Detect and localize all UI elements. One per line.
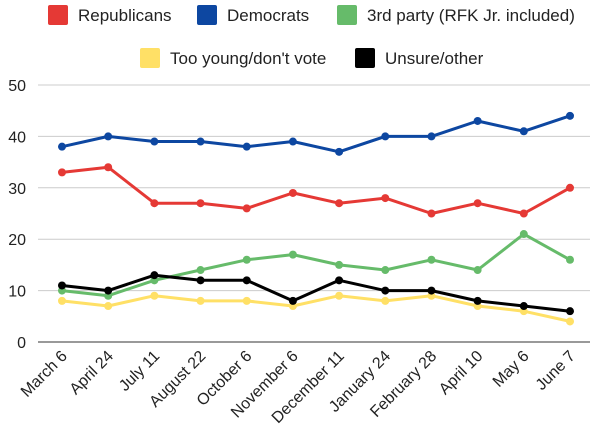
- data-point: [196, 296, 205, 305]
- legend-label: Unsure/other: [385, 49, 484, 68]
- data-point: [335, 260, 344, 269]
- data-point: [242, 276, 251, 285]
- data-point: [58, 142, 66, 151]
- data-point: [150, 199, 159, 208]
- gridlines: [38, 84, 590, 343]
- series-too-young-don-t-vote: [58, 291, 574, 326]
- x-tick-label: March 6: [18, 348, 71, 401]
- data-point: [519, 127, 528, 136]
- data-point: [104, 286, 113, 295]
- data-point: [242, 142, 251, 151]
- legend-item-unsure-other: Unsure/other: [355, 48, 484, 68]
- legend-item-3rd-party-rfk-jr-included: 3rd party (RFK Jr. included): [337, 5, 575, 25]
- data-point: [288, 296, 297, 305]
- legend-label: Republicans: [78, 6, 172, 25]
- x-tick-label: June 7: [533, 348, 579, 394]
- data-point: [104, 163, 113, 172]
- data-point: [566, 255, 574, 264]
- data-point: [288, 188, 297, 197]
- data-point: [427, 286, 436, 295]
- data-point: [150, 291, 159, 300]
- x-tick-label: April 10: [436, 348, 486, 398]
- data-point: [427, 132, 436, 141]
- x-tick-label: May 6: [490, 348, 533, 391]
- data-point: [58, 168, 66, 177]
- data-point: [288, 250, 297, 259]
- data-point: [104, 132, 113, 141]
- legend: Republicans Democrats 3rd party (RFK Jr. i…: [48, 5, 575, 68]
- data-point: [242, 204, 251, 213]
- y-tick-label: 20: [8, 232, 26, 249]
- y-tick-label: 40: [8, 129, 26, 146]
- data-point: [335, 276, 344, 285]
- data-point: [58, 281, 66, 290]
- legend-swatch: [140, 48, 160, 68]
- series-republicans: [58, 163, 574, 218]
- data-point: [288, 137, 297, 146]
- data-point: [566, 111, 574, 120]
- legend-swatch: [48, 5, 68, 25]
- data-point: [566, 307, 574, 316]
- data-point: [427, 255, 436, 264]
- series-line: [61, 165, 571, 215]
- data-point: [566, 183, 574, 192]
- legend-label: 3rd party (RFK Jr. included): [367, 6, 575, 25]
- x-tick-label: April 24: [67, 348, 117, 398]
- series-line: [61, 114, 571, 154]
- legend-swatch: [197, 5, 217, 25]
- series-democrats: [58, 111, 574, 156]
- legend-item-too-young-don-t-vote: Too young/don't vote: [140, 48, 326, 68]
- series-unsure-other: [58, 271, 574, 316]
- data-point: [335, 291, 344, 300]
- data-point: [519, 209, 528, 218]
- data-point: [473, 296, 482, 305]
- data-point: [381, 194, 390, 203]
- data-point: [473, 266, 482, 275]
- y-axis-tick-labels: 0 10 20 30 40 50: [8, 78, 26, 352]
- legend-item-republicans: Republicans: [48, 5, 172, 25]
- series-line: [61, 273, 571, 313]
- data-point: [58, 296, 66, 305]
- series-line: [61, 294, 571, 323]
- data-point: [242, 296, 251, 305]
- series-lines: [58, 111, 574, 326]
- data-point: [150, 137, 159, 146]
- y-tick-label: 50: [8, 78, 26, 95]
- data-point: [196, 266, 205, 275]
- series-line: [61, 232, 571, 298]
- data-point: [196, 199, 205, 208]
- data-point: [381, 266, 390, 275]
- legend-swatch: [337, 5, 357, 25]
- data-point: [335, 147, 344, 156]
- legend-label: Democrats: [227, 6, 309, 25]
- legend-swatch: [355, 48, 375, 68]
- data-point: [381, 286, 390, 295]
- data-point: [381, 132, 390, 141]
- data-point: [381, 296, 390, 305]
- data-point: [104, 302, 113, 311]
- data-point: [196, 276, 205, 285]
- data-point: [473, 116, 482, 125]
- legend-item-democrats: Democrats: [197, 5, 309, 25]
- legend-label: Too young/don't vote: [170, 49, 326, 68]
- y-tick-label: 0: [17, 335, 26, 352]
- y-tick-label: 30: [8, 181, 26, 198]
- data-point: [566, 317, 574, 326]
- data-point: [427, 209, 436, 218]
- data-point: [519, 302, 528, 311]
- data-point: [196, 137, 205, 146]
- data-point: [519, 230, 528, 239]
- data-point: [242, 255, 251, 264]
- data-point: [335, 199, 344, 208]
- data-point: [150, 271, 159, 280]
- y-tick-label: 10: [8, 284, 26, 301]
- data-point: [473, 199, 482, 208]
